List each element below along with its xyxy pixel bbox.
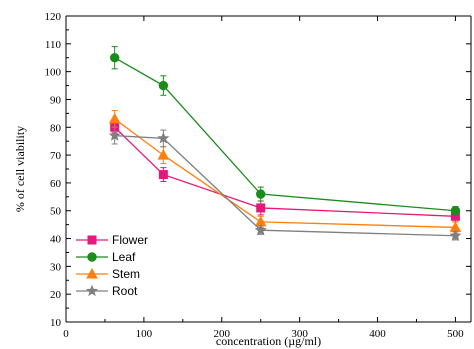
data-point-leaf [450, 206, 461, 216]
ticks: 10 20 30 40 50 60 70 80 90 100 110 120 0 100 200 300 400… [45, 11, 471, 340]
data-point-stem [157, 149, 170, 160]
data-point-flower [256, 203, 266, 213]
data-point-leaf [256, 189, 266, 199]
y-axis-title: % of cell viability [13, 126, 27, 212]
y-tick-label: 110 [45, 39, 62, 51]
y-tick-label: 10 [50, 317, 62, 329]
legend-marker [87, 235, 97, 245]
y-tick-label: 120 [45, 11, 62, 23]
legend-marker [85, 284, 99, 297]
series-leaf [109, 46, 461, 216]
legend-item-root: Root [76, 284, 138, 298]
series-root [108, 126, 462, 241]
x-tick-label: 0 [63, 328, 69, 340]
y-tick-label: 20 [50, 289, 62, 301]
x-tick-label: 200 [214, 328, 231, 340]
y-tick-label: 70 [50, 150, 62, 162]
data-point-root [449, 229, 462, 241]
legend-item-leaf: Leaf [76, 250, 136, 264]
x-tick-label: 500 [447, 328, 464, 340]
data-point-root [157, 132, 170, 144]
y-tick-label: 50 [50, 206, 62, 218]
legend-marker [87, 252, 97, 262]
data-point-stem [108, 112, 121, 124]
legend-label: Stem [112, 267, 140, 281]
data-point-root [108, 129, 121, 141]
series-line-leaf [114, 57, 456, 212]
legend-item-stem: Stem [76, 267, 140, 281]
legend-marker [86, 267, 98, 279]
legend-label: Root [112, 284, 138, 298]
x-tick-label: 100 [136, 328, 153, 340]
y-tick-label: 80 [50, 122, 62, 134]
data-point-root [254, 223, 267, 236]
series-line-flower [114, 126, 456, 217]
legend-item-flower: Flower [76, 233, 148, 247]
legend-label: Flower [112, 233, 148, 247]
y-tick-label: 90 [50, 94, 62, 106]
legend-label: Leaf [112, 250, 136, 264]
data-point-flower [158, 170, 168, 180]
series-line-root [114, 134, 456, 237]
x-axis-title: concentration (µg/ml) [216, 334, 321, 348]
data-point-leaf [109, 53, 120, 63]
y-tick-label: 40 [50, 234, 62, 246]
legend: Flower Leaf Stem Root [76, 233, 148, 298]
series-layer [108, 46, 462, 241]
y-tick-label: 30 [50, 261, 62, 273]
y-tick-label: 60 [50, 178, 62, 190]
y-tick-label: 100 [45, 67, 62, 79]
data-point-leaf [158, 80, 169, 91]
x-tick-label: 300 [291, 328, 308, 340]
x-tick-label: 400 [369, 328, 386, 340]
